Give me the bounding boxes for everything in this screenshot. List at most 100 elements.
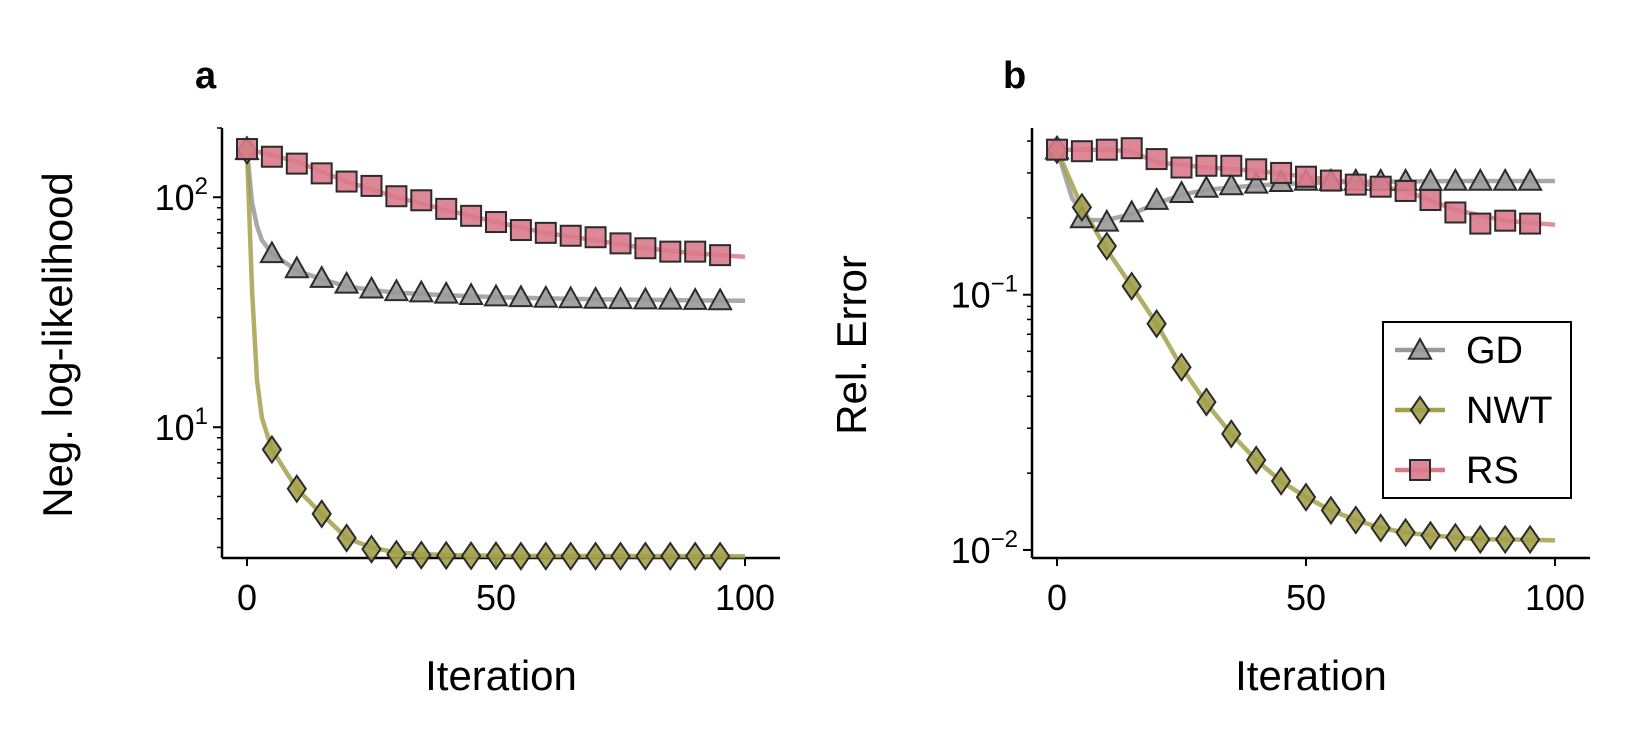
data-point-gd [1143,186,1170,210]
data-point-rs [1195,154,1218,177]
legend: GD NWT RS [1382,321,1572,499]
data-point-nwt [1420,520,1441,551]
series-markers-nwt [236,135,731,571]
chart-panel-b: b 0 50 100 10−2 10−1 Iteration Rel. Error GD NWT R… [828,55,1590,699]
data-point-gd [1517,167,1543,191]
data-point-rs [1145,148,1168,171]
data-point-nwt [560,541,581,571]
data-point-rs [709,244,732,267]
data-point-gd [309,265,335,288]
x-tick-label: 50 [476,577,516,618]
legend-label-nwt: NWT [1466,390,1553,432]
data-point-nwt [1096,231,1118,261]
series-markers-rs [236,138,732,267]
data-point-nwt [585,541,606,571]
data-point-gd [1094,208,1120,232]
data-point-rs [285,152,308,175]
data-point-nwt [510,541,532,571]
data-point-rs [1270,161,1293,184]
data-point-gd [1442,167,1469,191]
data-point-rs [236,138,258,161]
data-point-rs [1444,201,1467,224]
data-point-nwt [460,541,482,571]
legend-label-rs: RS [1466,450,1519,492]
data-point-nwt [261,434,283,465]
data-point-nwt [485,541,507,571]
x-tick-label: 0 [1047,577,1067,618]
data-point-gd [383,278,410,302]
data-point-gd [632,286,659,310]
x-tick-label: 100 [1525,577,1585,618]
data-point-rs [1095,138,1118,161]
data-point-nwt [435,540,457,571]
data-point-rs [1120,137,1143,160]
data-point-gd [333,270,360,294]
data-point-gd [358,275,385,299]
data-point-nwt [1245,445,1267,475]
data-point-rs [509,219,532,242]
data-point-nwt [1295,482,1317,512]
data-point-rs [310,162,333,185]
data-point-gd [433,280,459,304]
x-tick-label: 100 [715,577,775,618]
data-point-rs [1394,179,1417,202]
series-markers-gd [234,137,733,311]
x-tick-label: 50 [1286,577,1326,618]
data-point-gd [1119,199,1145,223]
legend-marker-gd [1407,336,1433,360]
chart-panel-a: a 0 50 100 101 102 Iteration Neg. log-likelihoo… [34,55,780,699]
data-point-gd [707,287,733,311]
y-tick-label: 101 [155,403,208,448]
data-point-nwt [1470,524,1491,555]
data-point-rs [559,224,582,247]
data-point-nwt [1345,505,1367,535]
data-point-rs [1494,209,1517,232]
data-point-rs [335,170,358,193]
data-point-rs [609,232,632,255]
x-axis-title: Iteration [425,652,577,699]
y-axis-title: Rel. Error [828,255,875,435]
data-point-nwt [709,541,731,571]
data-point-gd [284,255,310,279]
data-point-rs [360,174,383,197]
data-point-nwt [1146,308,1167,339]
data-point-gd [1492,167,1518,191]
data-point-rs [1419,189,1442,212]
data-point-gd [259,240,285,264]
data-point-rs [1245,158,1268,181]
data-point-rs [260,145,283,168]
legend-marker-rs [1409,459,1431,481]
data-point-nwt [1071,192,1093,223]
data-point-nwt [1320,495,1342,526]
data-point-gd [483,283,509,307]
data-point-rs [460,204,483,227]
data-point-rs [634,237,657,260]
data-point-gd [682,287,708,310]
data-point-gd [657,286,683,310]
data-point-nwt [411,540,432,570]
legend-label-gd: GD [1466,330,1523,372]
data-point-rs [534,221,557,244]
data-point-nwt [660,541,681,571]
data-point-rs [1295,165,1317,188]
data-point-rs [1046,138,1068,161]
data-point-rs [1070,140,1093,163]
series-markers-nwt [1046,134,1541,555]
data-point-nwt [1370,513,1391,543]
data-point-gd [508,284,534,308]
series-markers-rs [1046,137,1542,235]
data-point-nwt [535,541,557,571]
data-point-nwt [1494,524,1516,555]
data-point-gd [1218,172,1244,196]
data-point-rs [435,197,458,220]
data-point-nwt [286,474,308,504]
data-point-nwt [635,541,656,571]
data-point-gd [1168,180,1195,203]
data-point-nwt [1121,271,1142,301]
data-point-rs [1344,173,1367,196]
data-point-rs [684,240,707,263]
data-point-gd [582,285,609,309]
y-axis-title: Neg. log-likelihood [34,172,81,518]
data-point-nwt [1270,466,1292,496]
